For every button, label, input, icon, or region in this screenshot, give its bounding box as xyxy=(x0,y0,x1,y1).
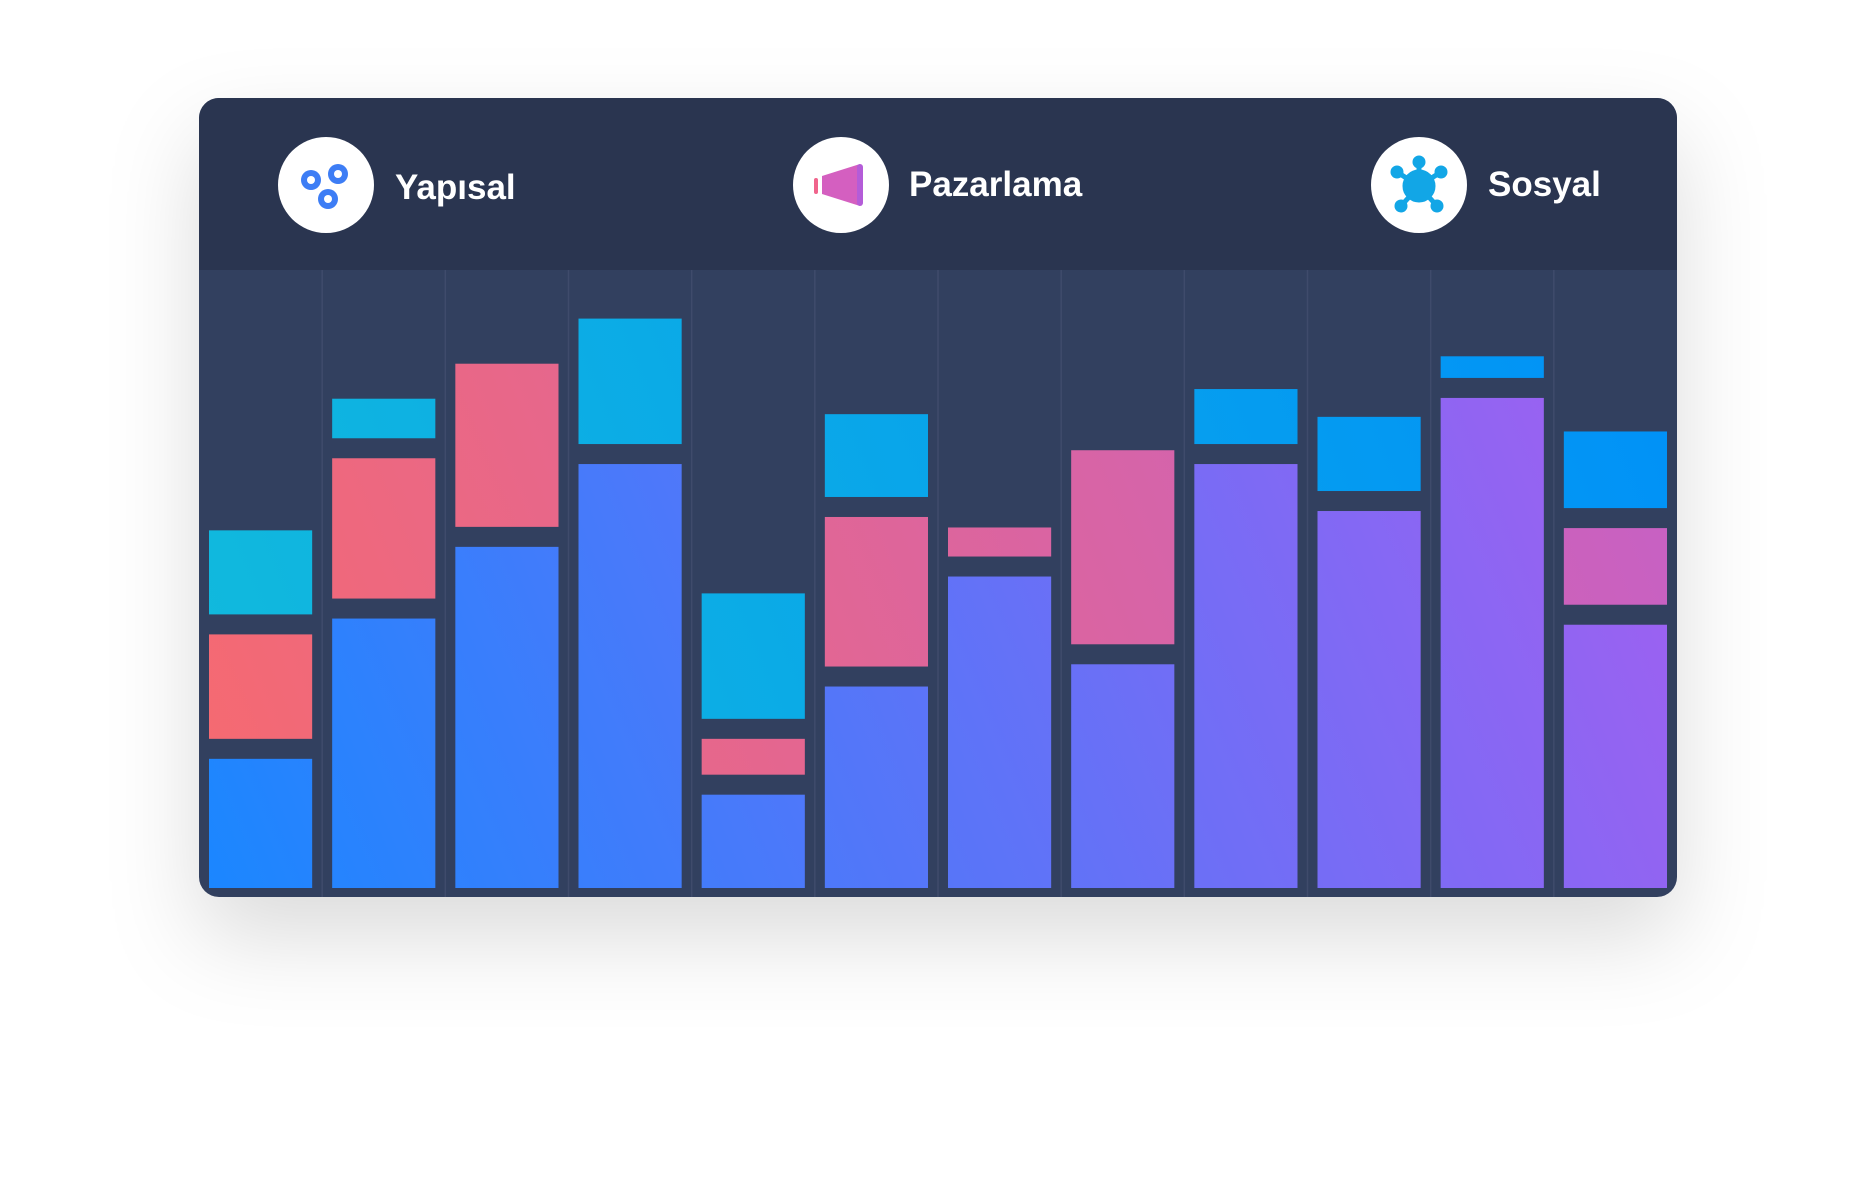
bar-segment xyxy=(701,794,805,888)
bar-segment xyxy=(701,593,805,719)
bar-segment xyxy=(1563,528,1667,605)
bar-segment xyxy=(701,738,805,775)
bar-segment xyxy=(332,398,436,439)
bar-segment xyxy=(1563,624,1667,888)
bar-segment xyxy=(1440,397,1544,888)
bar-segment xyxy=(1194,464,1298,888)
bar-segment xyxy=(948,527,1052,557)
bar-segment xyxy=(824,516,928,667)
bar-segment xyxy=(209,530,313,615)
bar-segment xyxy=(1317,511,1421,888)
bar-segment xyxy=(578,318,682,445)
megaphone-icon xyxy=(814,164,863,206)
bar-segment xyxy=(824,686,928,888)
bar-segment xyxy=(1440,356,1544,378)
bar-segment xyxy=(1071,664,1175,888)
bar-segment xyxy=(209,634,313,739)
network-icon xyxy=(1390,155,1448,213)
legend-label: Yapısal xyxy=(395,168,516,207)
bar-segment xyxy=(209,758,313,888)
legend-icon xyxy=(278,137,374,233)
gears-icon xyxy=(301,164,348,209)
bar-segment xyxy=(1194,389,1298,445)
bar-segment xyxy=(824,414,928,497)
bar-segment xyxy=(948,576,1052,888)
legend-label: Pazarlama xyxy=(909,165,1083,204)
bar-segment xyxy=(455,363,559,527)
bar-segment xyxy=(455,546,559,888)
bar-segment xyxy=(1071,450,1175,645)
bar-segment xyxy=(578,464,682,888)
legend-label: Sosyal xyxy=(1488,165,1601,204)
bar-segment xyxy=(1317,416,1421,492)
bar-segment xyxy=(332,458,436,599)
bar-segment xyxy=(1563,431,1667,509)
bar-segment xyxy=(332,618,436,888)
